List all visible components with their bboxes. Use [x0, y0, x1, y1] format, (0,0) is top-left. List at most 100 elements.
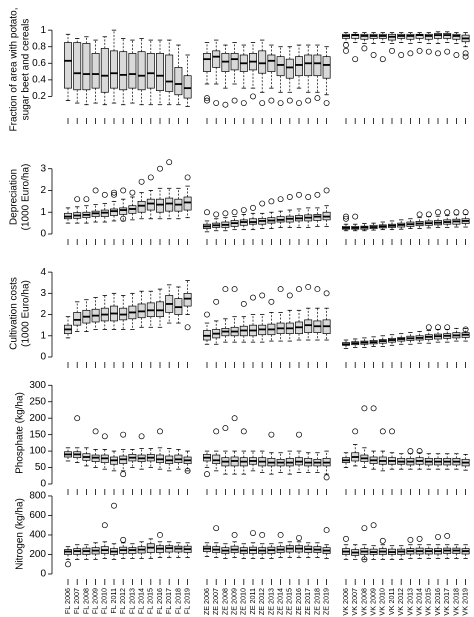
outlier: [184, 467, 191, 474]
outlier: [435, 209, 441, 216]
box: [313, 54, 322, 77]
box: [137, 51, 146, 91]
y-tick-label: 0.4: [32, 74, 46, 85]
y-tick-label: 150: [29, 429, 46, 440]
outlier: [157, 532, 163, 538]
x-tick-label: FL 2019: [183, 588, 192, 614]
outlier: [268, 97, 275, 104]
outlier: [213, 298, 220, 305]
outlier: [296, 534, 302, 541]
outlier: [361, 45, 368, 52]
outlier: [379, 428, 386, 435]
outlier: [314, 191, 321, 198]
outlier: [343, 42, 349, 49]
x-tick-label: FL 2006: [63, 588, 72, 614]
box: [165, 54, 174, 92]
box: [174, 67, 183, 96]
outlier: [462, 53, 469, 60]
y-tick-label: 0.8: [32, 41, 46, 52]
outlier: [204, 471, 210, 478]
outlier: [204, 95, 210, 102]
outlier: [138, 433, 145, 440]
outlier: [352, 428, 359, 435]
box: [156, 301, 164, 318]
x-tick-label: VK 2007: [350, 588, 359, 616]
x-tick-label: ZE 2011: [248, 588, 257, 615]
outlier: [120, 187, 127, 194]
outlier: [184, 174, 191, 181]
x-tick-label: VK 2012: [396, 588, 405, 616]
outlier: [259, 292, 266, 299]
outlier: [204, 209, 210, 216]
outlier: [204, 97, 210, 104]
outlier: [361, 525, 368, 532]
box: [258, 50, 267, 74]
box: [183, 75, 192, 99]
box: [137, 201, 146, 213]
outlier: [305, 284, 312, 290]
box: [100, 48, 109, 93]
y-tick-label: 100: [29, 446, 46, 457]
outlier: [240, 207, 247, 214]
outlier: [204, 311, 210, 318]
outlier: [370, 522, 377, 529]
outlier: [444, 209, 451, 216]
box: [276, 56, 285, 77]
outlier: [231, 209, 238, 216]
x-tick-label: ZE 2010: [239, 588, 248, 615]
y-tick-label: 0: [40, 352, 46, 363]
outlier: [444, 533, 451, 539]
box: [304, 319, 313, 333]
box: [146, 198, 155, 211]
outlier: [435, 50, 441, 57]
x-tick-label: VK 2014: [415, 588, 424, 616]
outlier: [296, 191, 302, 198]
outlier: [157, 428, 163, 435]
outlier: [296, 286, 302, 293]
outlier: [425, 324, 432, 331]
x-tick-label: ZE 2013: [266, 588, 275, 615]
box: [212, 454, 221, 464]
outlier: [352, 56, 359, 63]
box: [156, 52, 164, 91]
box: [183, 196, 192, 211]
x-tick-label: VK 2008: [359, 588, 368, 616]
outlier: [462, 209, 469, 216]
box: [110, 50, 118, 89]
outlier: [231, 97, 238, 104]
outlier: [111, 189, 117, 196]
outlier: [92, 428, 99, 435]
outlier: [286, 292, 293, 299]
outlier: [370, 52, 377, 58]
outlier: [343, 47, 349, 54]
x-tick-label: FL 2015: [146, 588, 155, 614]
box: [267, 54, 276, 72]
y-tick-label: 1: [40, 25, 46, 36]
outlier: [407, 448, 414, 455]
y-axis-label: (1000 Euro/ha): [21, 164, 32, 231]
outlier: [138, 178, 145, 185]
outlier: [352, 213, 359, 220]
outlier: [157, 165, 163, 172]
y-axis-label: Cultivation costs: [9, 277, 20, 350]
outlier: [343, 215, 349, 222]
y-axis-label: sugar beet and cereals: [21, 19, 32, 121]
x-tick-label: FL 2014: [137, 588, 146, 614]
x-tick-label: ZE 2007: [211, 588, 220, 615]
outlier: [231, 415, 238, 422]
x-tick-label: VK 2017: [442, 588, 451, 616]
outlier: [74, 415, 81, 422]
box: [212, 50, 221, 68]
box: [119, 207, 128, 215]
outlier: [370, 405, 377, 412]
y-axis-label: (1000 Euro/ha): [21, 280, 32, 347]
outlier: [268, 198, 275, 205]
outlier: [120, 431, 127, 438]
outlier: [444, 324, 451, 331]
outlier: [296, 431, 302, 438]
y-tick-label: 3: [40, 288, 46, 299]
outlier: [213, 211, 220, 218]
outlier: [120, 536, 127, 543]
outlier: [462, 326, 469, 333]
outlier: [343, 535, 349, 542]
